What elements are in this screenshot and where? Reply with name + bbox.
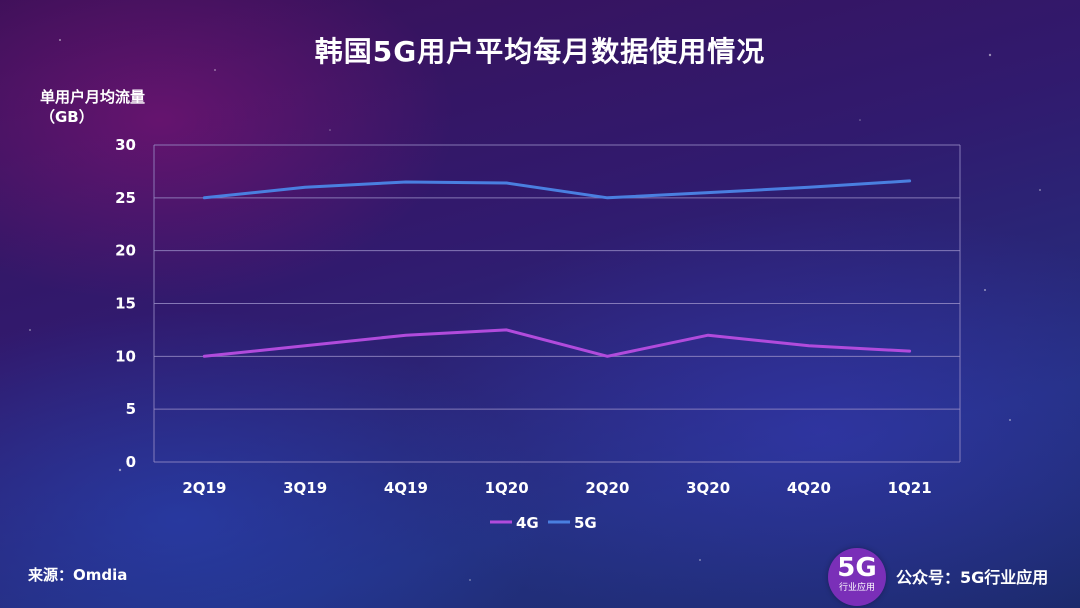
series-line-4g [202,328,912,358]
x-tick-label: 3Q20 [686,479,730,497]
x-tick-label: 4Q20 [787,479,831,497]
logo-main-text: 5G [837,553,877,583]
y-tick-label: 15 [115,295,136,313]
y-tick-label: 30 [115,136,136,154]
chart-series [202,179,912,358]
y-tick-label: 0 [126,453,136,471]
x-tick-label: 2Q19 [182,479,226,497]
y-tick-label: 25 [115,189,136,207]
y-tick-label: 10 [115,347,136,365]
chart-legend: 4G 5G [490,514,597,532]
x-tick-label: 3Q19 [283,479,327,497]
y-axis-unit: （GB） [40,108,94,126]
x-tick-label: 1Q20 [485,479,529,497]
wechat-account: 公众号：5G行业应用 [896,568,1049,587]
x-axis-ticks: 2Q19 3Q19 4Q19 1Q20 2Q20 3Q20 4Q20 1Q21 [182,479,931,497]
y-tick-label: 5 [126,400,136,418]
y-axis-label: 单用户月均流量 [40,88,146,106]
y-tick-label: 20 [115,242,136,260]
page-title: 韩国5G用户平均每月数据使用情况 [314,35,766,68]
x-tick-label: 1Q21 [888,479,932,497]
series-line-5g [202,179,912,200]
source-note: 来源：Omdia [28,566,128,584]
legend-label-5g: 5G [574,514,597,532]
logo-sub-text: 行业应用 [838,583,875,593]
x-tick-label: 2Q20 [585,479,629,497]
y-axis-ticks: 0 5 10 15 20 25 30 [115,136,136,471]
brand-logo: 5G 行业应用 [828,548,886,606]
chart-grid [153,144,961,463]
x-tick-label: 4Q19 [384,479,428,497]
legend-label-4g: 4G [516,514,539,532]
